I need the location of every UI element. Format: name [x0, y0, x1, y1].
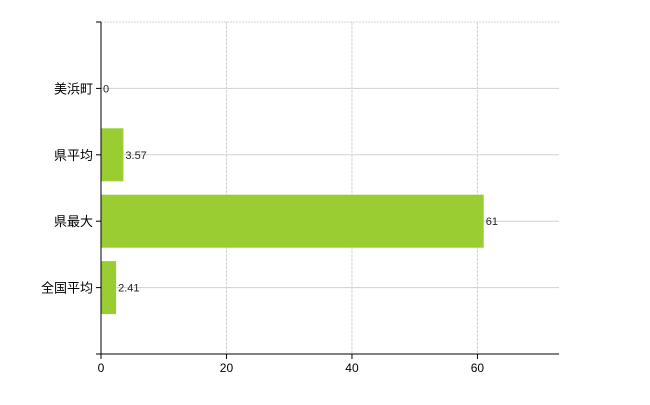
data-label: 2.41	[118, 283, 139, 295]
bar	[101, 261, 117, 315]
y-tick-label: 全国平均	[41, 281, 93, 296]
data-label: 61	[486, 216, 498, 228]
y-tick-label: 県平均	[54, 148, 93, 163]
bar	[101, 128, 124, 182]
x-tick-label: 60	[471, 361, 485, 375]
data-label: 0	[103, 83, 109, 95]
data-label: 3.57	[125, 150, 146, 162]
y-tick-label: 美浜町	[54, 81, 93, 96]
x-tick-label: 0	[98, 361, 105, 375]
bar	[101, 194, 484, 248]
y-tick-label: 県最大	[54, 214, 93, 229]
x-tick-label: 20	[220, 361, 234, 375]
x-tick-label: 40	[345, 361, 359, 375]
